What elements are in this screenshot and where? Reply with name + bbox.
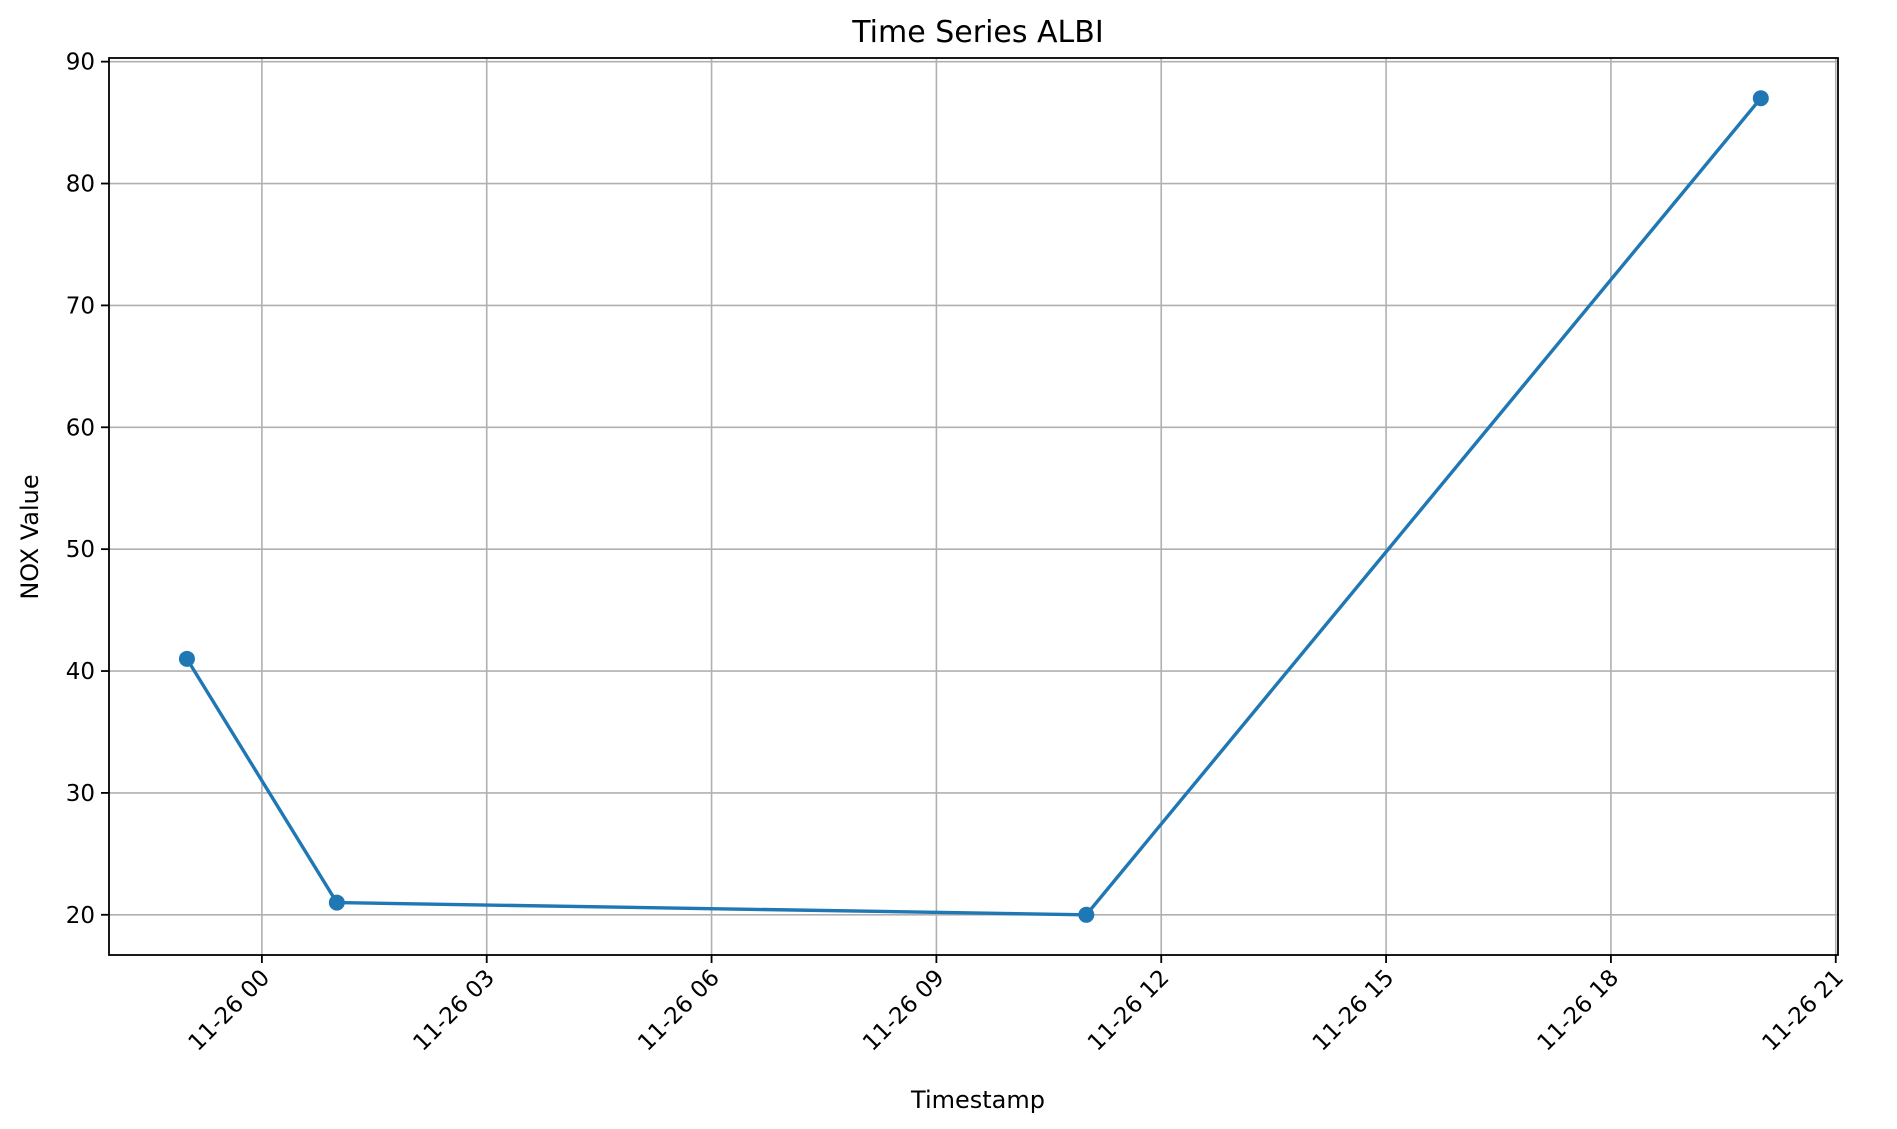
y-tick-label: 90	[66, 50, 95, 76]
y-tick-label: 20	[66, 903, 95, 929]
data-point	[1078, 906, 1095, 923]
series-layer	[178, 90, 1769, 923]
x-axis-label: Timestamp	[910, 1086, 1045, 1114]
data-point	[1752, 90, 1769, 107]
grid	[109, 58, 1838, 955]
y-tick-label: 70	[66, 293, 95, 319]
data-point	[328, 894, 345, 911]
x-tick-label: 11-26 00	[184, 965, 276, 1057]
y-tick-label: 30	[66, 781, 95, 807]
series-line	[185, 96, 1763, 917]
y-axis-label: NOX Value	[16, 474, 44, 599]
x-tick-label: 11-26 21	[1757, 965, 1849, 1057]
x-tick-label: 11-26 06	[633, 965, 725, 1057]
x-tick-label: 11-26 18	[1533, 965, 1625, 1057]
plot-frame	[108, 57, 1839, 956]
y-tick-label: 40	[66, 659, 95, 685]
x-tick-label: 11-26 03	[408, 965, 500, 1057]
y-tick-label: 60	[66, 415, 95, 441]
y-tick-label: 50	[66, 537, 95, 563]
x-tick-label: 11-26 15	[1308, 965, 1400, 1057]
y-tick-label: 80	[66, 172, 95, 198]
chart-title: Time Series ALBI	[851, 15, 1103, 50]
data-point	[178, 650, 195, 667]
x-tick-label: 11-26 12	[1083, 965, 1175, 1057]
x-tick-label: 11-26 09	[858, 965, 950, 1057]
